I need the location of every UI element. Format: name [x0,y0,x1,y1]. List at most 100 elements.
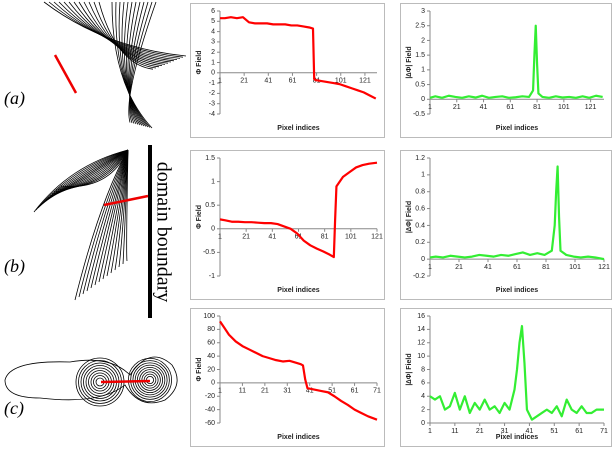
y-tick-label: 2.5 [415,23,425,30]
spiral [134,364,166,396]
panel-label: (a) [4,88,25,109]
y-tick-label: -60 [205,420,215,427]
x-tick-label: 61 [575,428,583,435]
streamline [47,149,129,199]
y-tick-label: -20 [205,393,215,400]
chart-frame [400,308,612,447]
streamline [129,1,149,124]
data-line [429,165,605,261]
streamline [118,1,149,128]
x-tick-label: 51 [328,388,336,395]
y-tick-label: 4 [211,28,215,35]
x-tick-label: 101 [558,104,570,111]
x-tick-label: 31 [501,428,509,435]
x-tick-label: 21 [261,388,269,395]
x-tick-label: 81 [533,104,541,111]
streamline [127,1,141,126]
x-tick-label: 21 [476,428,484,435]
y-axis-title: Φ Field [196,205,203,229]
y-tick-label: -1 [209,80,215,87]
y-tick-label: -0.2 [413,273,425,280]
x-tick-label: 1 [218,234,222,241]
y-tick-label: 1.5 [415,52,425,59]
streamline [129,1,145,125]
x-tick-label: 21 [455,264,463,271]
x-tick-label: 121 [598,264,610,271]
streamline [126,1,143,126]
streamline [124,1,145,127]
streamline [90,149,129,289]
y-tick-label: 40 [207,353,215,360]
y-tick-label: -0.5 [413,111,425,118]
y-tick-label: 0 [211,380,215,387]
outline [4,356,178,404]
annotation: domain boundary [152,162,174,303]
x-tick-label: 21 [242,234,250,241]
x-axis-title: Pixel indices [496,125,539,132]
y-tick-label: -0.5 [203,249,215,256]
y-tick-label: 60 [207,340,215,347]
streamline [35,149,129,211]
x-tick-label: 41 [526,428,534,435]
x-tick-label: 41 [264,78,272,85]
x-tick-label: 1 [428,104,432,111]
y-tick-label: 4 [421,393,425,400]
streamline [111,1,153,129]
y-tick-label: 6 [211,8,215,15]
streamline [86,149,129,292]
y-axis-title: |∆Φ| Field [406,353,413,385]
y-tick-label: 8 [421,366,425,373]
x-tick-label: 41 [484,264,492,271]
streamline [128,1,141,125]
chart: -0.200.20.40.60.811.21 21 41 61 81 101 121Pixe… [400,150,612,300]
y-tick-label: 1.2 [415,155,425,162]
y-tick-label: -40 [205,406,215,413]
x-tick-label: 61 [295,234,303,241]
streamline [94,149,129,286]
x-tick-label: 51 [550,428,558,435]
probe-line [100,379,151,384]
x-tick-label: 21 [240,78,248,85]
chart-frame [400,3,612,138]
data-line [219,320,378,421]
y-tick-label: 5 [211,18,215,25]
y-axis-title: Φ Field [196,50,203,74]
x-tick-label: 81 [321,234,329,241]
streamline [114,149,129,271]
y-tick-label: 2 [421,37,425,44]
chart-frame [190,150,385,300]
x-tick-label: 11 [239,388,246,395]
streamline [43,1,187,57]
y-tick-label: 6 [421,380,425,387]
y-tick-label: 100 [203,313,215,320]
y-tick-label: 3 [421,8,425,15]
streamline [51,149,129,195]
y-axis-title: |∆Φ| Field [406,46,413,78]
streamline [53,149,129,193]
y-tick-label: 2 [421,406,425,413]
x-tick-label: 121 [585,104,597,111]
x-axis-title: Pixel indices [496,287,539,294]
x-axis-title: Pixel indices [496,434,539,441]
y-tick-label: 80 [207,326,215,333]
x-axis-title: Pixel indices [277,287,320,294]
data-line [429,324,604,421]
streamline [115,1,151,128]
x-tick-label: 121 [371,234,383,241]
spiral [136,366,163,393]
x-tick-label: 61 [513,264,521,271]
y-tick-label: 0.6 [415,205,425,212]
y-tick-label: 0.8 [415,189,425,196]
x-axis-title: Pixel indices [277,434,320,441]
streamline [121,1,147,127]
y-tick-label: 0.5 [415,81,425,88]
x-tick-label: 11 [451,428,458,435]
y-tick-label: 3 [211,39,215,46]
x-tick-label: 71 [600,428,608,435]
y-axis-title: Φ Field [196,357,203,381]
y-tick-label: -3 [209,101,215,108]
panel-label: (c) [4,398,24,419]
